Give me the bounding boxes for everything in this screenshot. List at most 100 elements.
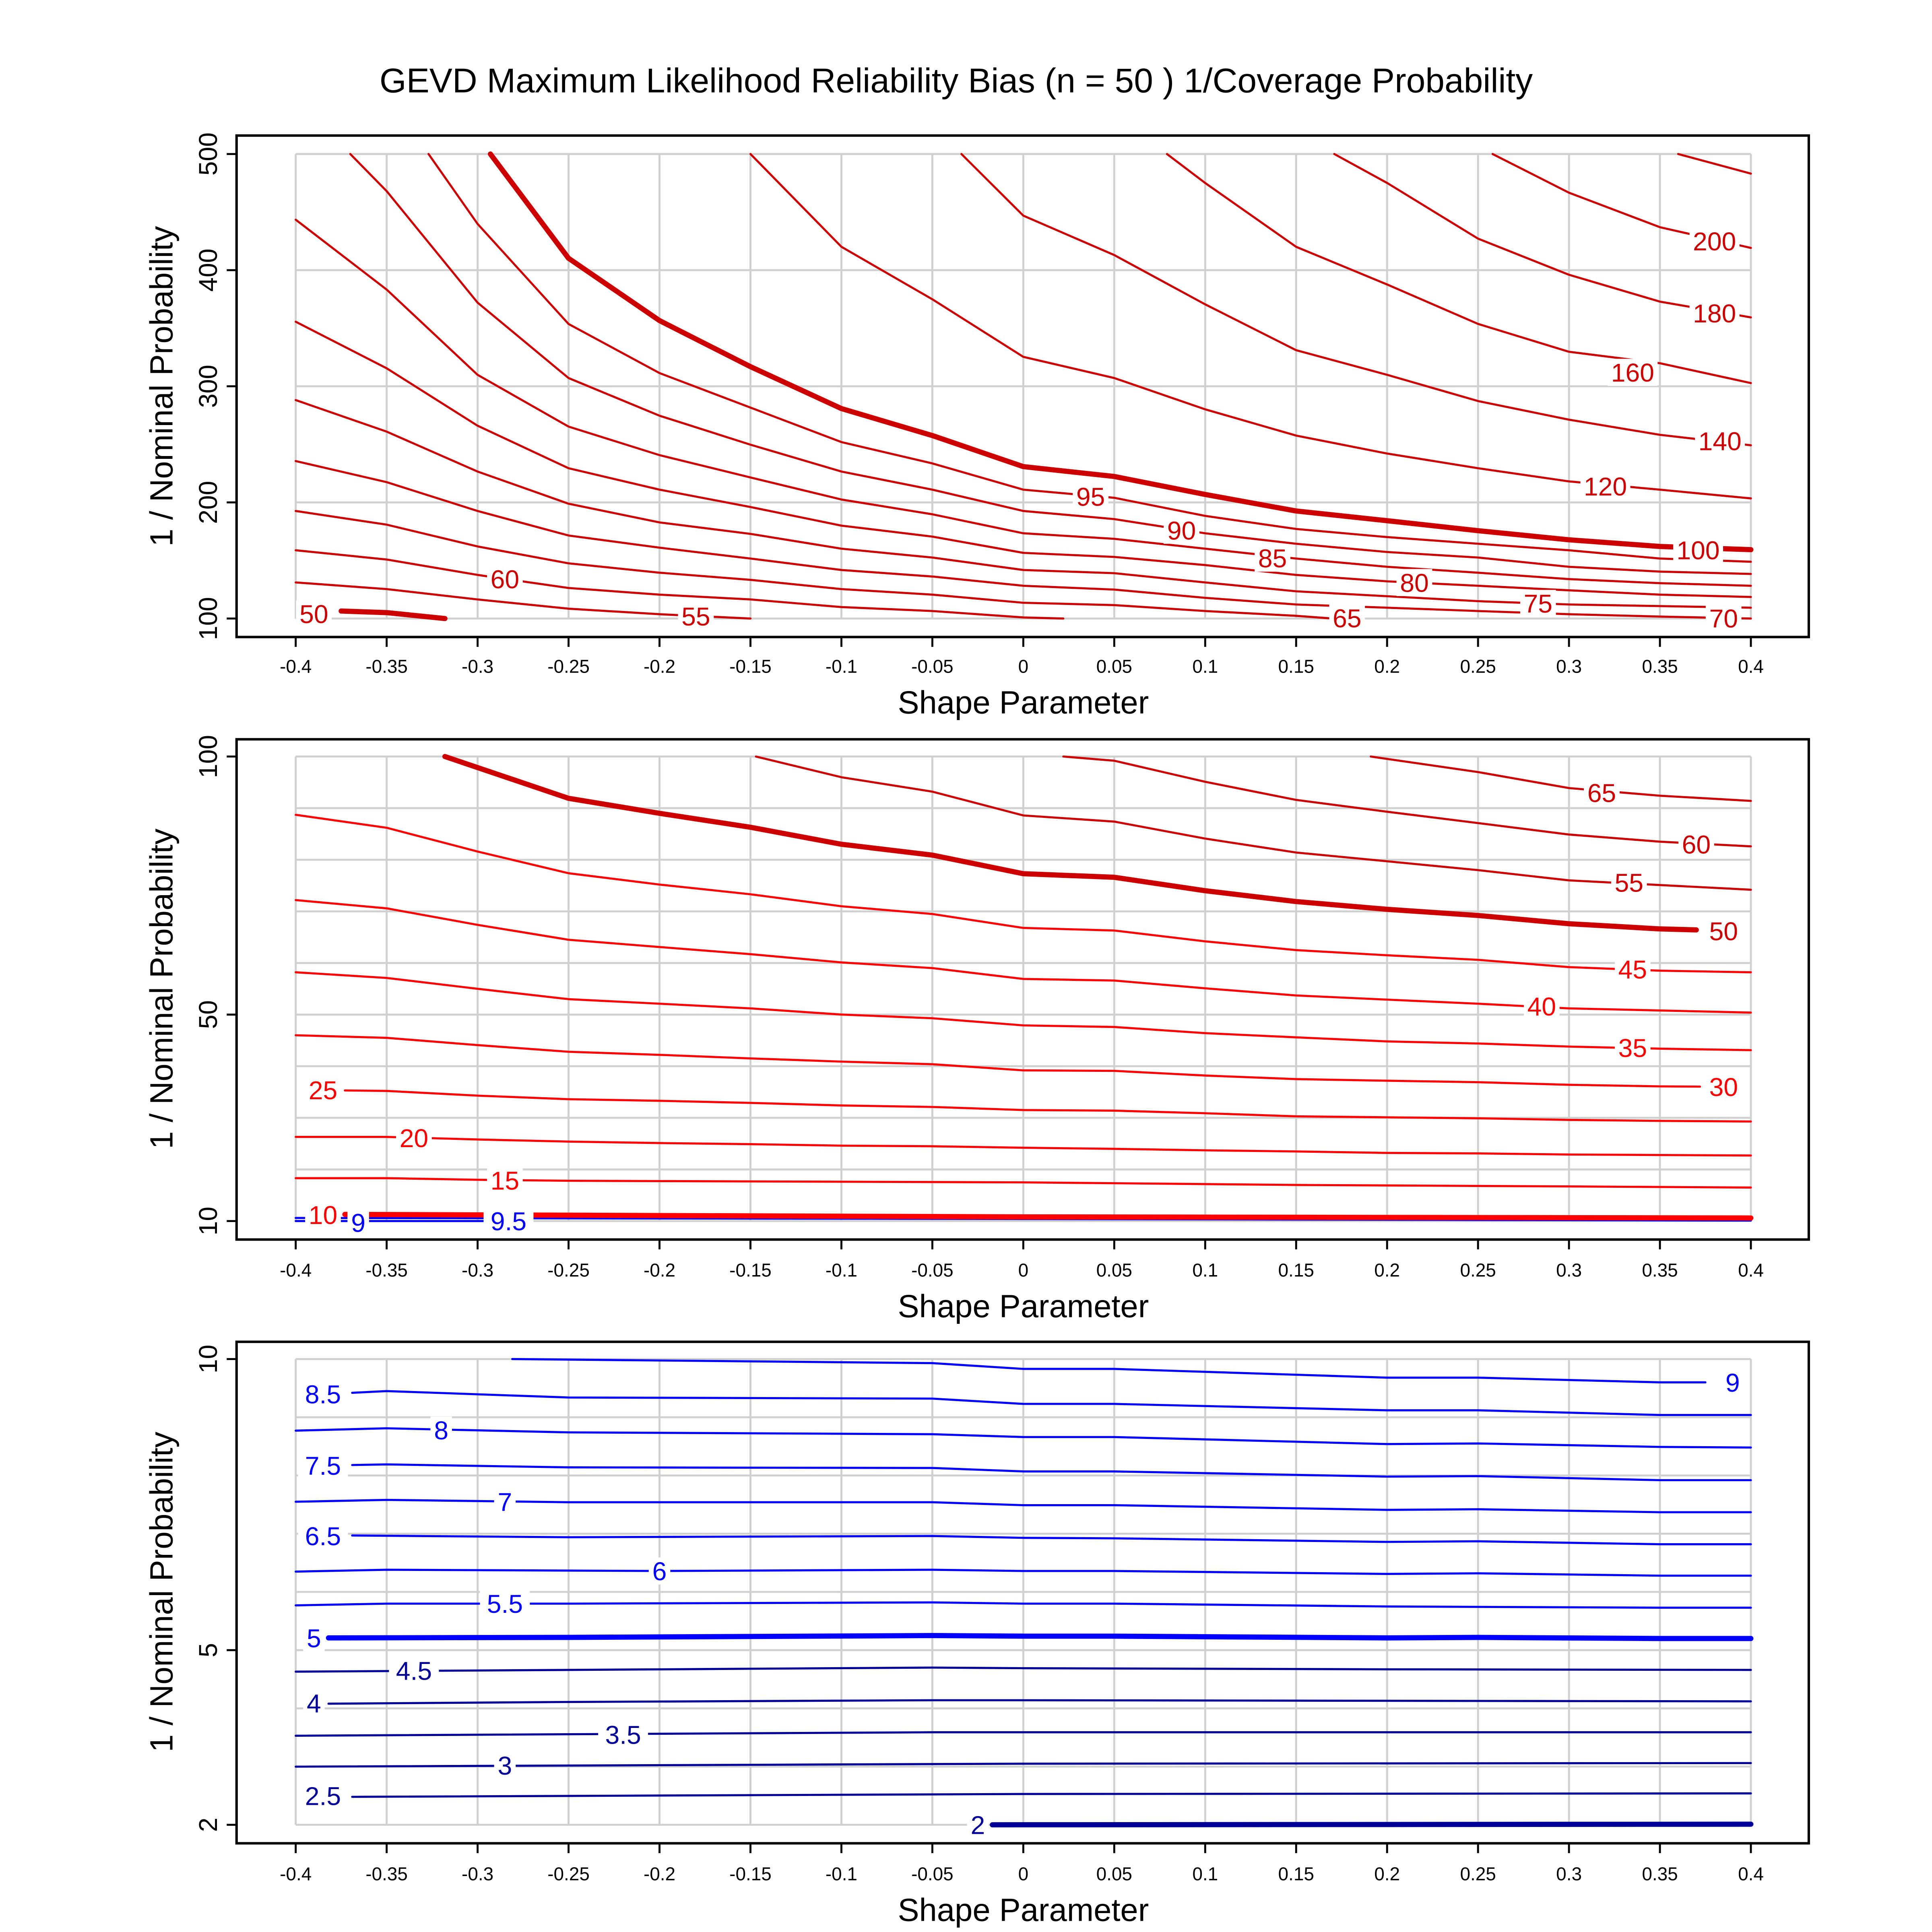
x-tick-label: 0.15 (1278, 656, 1314, 677)
x-tick-label: -0.15 (729, 1259, 772, 1280)
contour-label: 15 (491, 1166, 519, 1195)
contour-line-100 (487, 151, 1754, 553)
y-tick-label: 100 (194, 597, 223, 640)
contour-label-background (1614, 1034, 1651, 1061)
contour-line-8 (295, 1427, 1752, 1449)
contour-line-5 (326, 1633, 1754, 1641)
contour-label-background (494, 1488, 516, 1515)
contour-label: 9 (1726, 1368, 1740, 1397)
x-tick-label: 0.4 (1738, 1863, 1764, 1884)
contour-label-background (1255, 545, 1290, 572)
x-tick-label: 0.25 (1460, 656, 1496, 677)
x-tick-label: -0.35 (365, 1863, 408, 1884)
contour-label: 2 (970, 1811, 985, 1840)
contour-label-background (1689, 227, 1740, 255)
contour-line-90 (349, 153, 1752, 575)
contour-label-background (1329, 604, 1365, 632)
contour-label-background (648, 1557, 671, 1585)
contour-label-background (1689, 299, 1740, 327)
contour-label-background (1614, 956, 1651, 983)
contour-label: 95 (1076, 483, 1105, 512)
x-tick-label: -0.25 (547, 1259, 590, 1280)
contour-line-55 (295, 581, 752, 620)
x-tick-label: -0.05 (911, 1259, 954, 1280)
contour-lines (295, 1358, 1754, 1828)
y-tick-label: 100 (194, 735, 223, 778)
contour-label: 65 (1587, 778, 1616, 807)
contour-label: 120 (1584, 472, 1627, 501)
contour-label-background (1705, 605, 1742, 632)
contour-label-background (430, 1416, 452, 1444)
contour-line-7.5 (351, 1463, 1752, 1482)
x-tick-label: 0.3 (1556, 1259, 1582, 1280)
contour-label-background (1705, 917, 1742, 945)
x-tick-label: 0 (1018, 1863, 1029, 1884)
x-tick-label: -0.4 (280, 1863, 312, 1884)
x-tick-label: -0.1 (826, 1259, 857, 1280)
contour-label: 55 (681, 602, 710, 631)
x-tick-label: -0.05 (911, 1863, 954, 1884)
x-tick-label: 0 (1018, 656, 1029, 677)
contour-line-4 (327, 1699, 1752, 1705)
contour-label-background (1722, 1368, 1744, 1396)
contour-line-95 (427, 153, 1752, 563)
x-tick-label: -0.3 (462, 1863, 493, 1884)
contour-line-25 (344, 1089, 1752, 1123)
x-tick-label: 0.35 (1642, 1259, 1678, 1280)
contour-label: 3 (498, 1751, 512, 1780)
contour-label: 9.5 (491, 1207, 526, 1236)
contour-label: 75 (1524, 589, 1552, 618)
contour-label-background (1673, 536, 1723, 564)
contour-line-8.5 (351, 1390, 1752, 1416)
x-tick-label: 0.25 (1460, 1259, 1496, 1280)
x-tick-label: 0.4 (1738, 656, 1764, 677)
contour-label-background (483, 1208, 534, 1235)
contour-line-7 (295, 1499, 1752, 1513)
contour-line-30 (295, 1034, 1701, 1088)
x-tick-label: 0 (1018, 1259, 1029, 1280)
contour-line-4.5 (295, 1666, 1752, 1673)
y-axis-title: 1 / Nominal Probability (144, 226, 180, 546)
contour-label-background (298, 1452, 348, 1479)
x-tick-label: -0.4 (280, 656, 312, 677)
contour-label: 35 (1618, 1034, 1647, 1063)
contour-label-background (305, 1076, 341, 1104)
contour-line-10 (342, 1212, 1754, 1221)
x-tick-label: -0.2 (644, 1259, 675, 1280)
contour-label-background (298, 1782, 348, 1810)
x-tick-label: -0.35 (365, 656, 408, 677)
x-tick-label: -0.3 (462, 1259, 493, 1280)
x-tick-label: 0.05 (1096, 1259, 1132, 1280)
x-tick-label: -0.2 (644, 1863, 675, 1884)
contour-label: 200 (1693, 227, 1736, 256)
contour-line-6 (295, 1569, 1752, 1577)
contour-label: 7.5 (305, 1451, 341, 1480)
contour-label-background (303, 1624, 325, 1652)
contour-line-20 (295, 1135, 1752, 1157)
contour-label-background (389, 1657, 439, 1684)
contour-label-background (298, 1522, 348, 1550)
contour-label: 50 (299, 600, 328, 629)
y-axis-title: 1 / Nominal Probability (144, 1432, 180, 1752)
contour-label: 20 (400, 1124, 428, 1153)
y-tick-label: 2 (194, 1818, 223, 1832)
x-tick-label: 0.1 (1192, 656, 1218, 677)
panel-1: 100 120 140 160 180 200 50 55 60 65 70 75 80 85 90 95 -0… (144, 132, 1810, 720)
contour-line-65 (1370, 755, 1752, 802)
contour-label-background (1705, 1073, 1742, 1100)
contour-label-background (347, 1209, 369, 1236)
x-tick-label: 0.25 (1460, 1863, 1496, 1884)
x-tick-label: 0.4 (1738, 1259, 1764, 1280)
contour-label-background (480, 1590, 530, 1617)
contour-line-75 (295, 399, 1752, 609)
contour-label: 5 (307, 1624, 321, 1653)
contour-label: 55 (1614, 868, 1643, 897)
contour-line-55 (755, 755, 1752, 891)
contour-line-80 (295, 320, 1752, 598)
contour-line-3 (295, 1762, 1752, 1768)
x-tick-label: 0.15 (1278, 1863, 1314, 1884)
contour-line-9 (511, 1358, 1707, 1383)
